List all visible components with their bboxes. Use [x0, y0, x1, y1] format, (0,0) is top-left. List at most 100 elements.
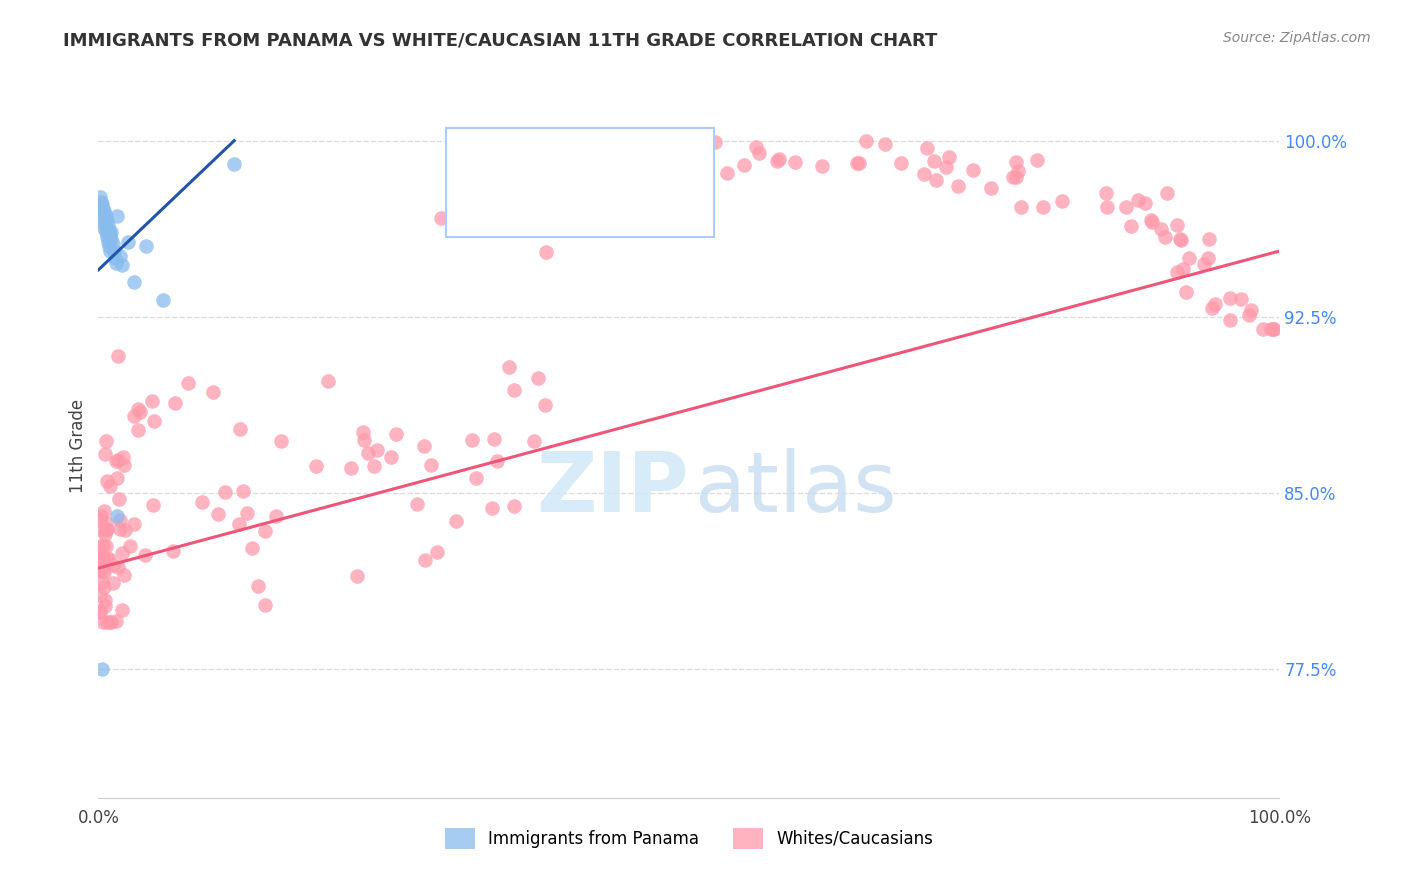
Bar	[454, 192, 481, 227]
Point	[108, 513, 131, 527]
Point	[93, 204, 115, 219]
Point	[93, 220, 115, 235]
Point	[270, 434, 292, 449]
Point	[1168, 232, 1191, 246]
Point	[236, 506, 259, 520]
Point	[668, 172, 690, 186]
Point	[254, 524, 277, 538]
Text: 0.357: 0.357	[530, 150, 582, 168]
Point	[1139, 212, 1161, 227]
Point	[152, 293, 174, 308]
Point	[134, 549, 156, 563]
Point	[1173, 262, 1195, 277]
Point	[602, 203, 624, 218]
Point	[108, 491, 131, 506]
Point	[91, 211, 114, 226]
Point	[89, 558, 111, 573]
Point	[104, 251, 127, 265]
Point	[1204, 297, 1226, 311]
Point	[450, 210, 472, 224]
Point	[550, 178, 572, 193]
Point	[915, 141, 938, 155]
Point	[588, 169, 610, 183]
Point	[98, 551, 121, 566]
Point	[1032, 201, 1054, 215]
Point	[380, 450, 402, 465]
Point	[481, 501, 503, 516]
Point	[704, 135, 727, 149]
Point	[120, 539, 142, 553]
Point	[316, 374, 339, 388]
Point	[406, 497, 429, 511]
Point	[980, 181, 1002, 195]
Point	[111, 258, 134, 272]
Point	[141, 393, 163, 408]
Point	[111, 603, 134, 617]
Point	[339, 461, 361, 475]
Point	[430, 211, 453, 225]
Point	[228, 517, 250, 532]
Point	[201, 385, 224, 400]
Point	[1174, 285, 1197, 299]
Point	[105, 256, 128, 270]
Point	[142, 498, 165, 512]
Point	[305, 458, 328, 473]
Point	[162, 544, 184, 558]
Point	[1154, 230, 1177, 244]
Point	[1095, 186, 1118, 200]
Point	[498, 359, 520, 374]
Point	[91, 662, 114, 676]
Point	[426, 545, 449, 559]
Point	[90, 509, 112, 524]
Point	[890, 156, 912, 170]
Point	[1219, 313, 1241, 327]
Point	[484, 432, 506, 446]
Point	[1005, 170, 1028, 185]
Point	[352, 425, 374, 439]
Point	[93, 566, 115, 580]
Point	[1230, 292, 1253, 306]
Point	[1237, 308, 1260, 322]
Point	[91, 202, 114, 216]
Point	[1010, 200, 1032, 214]
Point	[595, 169, 617, 184]
Point	[96, 539, 118, 553]
Point	[748, 145, 770, 160]
Bar	[454, 141, 481, 176]
Point	[91, 615, 114, 630]
Point	[678, 173, 700, 187]
Point	[100, 615, 122, 630]
Point	[581, 198, 603, 212]
Point	[688, 179, 710, 194]
Point	[112, 568, 135, 582]
Point	[648, 172, 671, 186]
Text: ZIP: ZIP	[537, 448, 689, 529]
Point	[207, 507, 229, 521]
Point	[224, 157, 246, 171]
Point	[848, 156, 870, 170]
Legend: Immigrants from Panama, Whites/Caucasians: Immigrants from Panama, Whites/Caucasian…	[437, 820, 941, 857]
Point	[93, 538, 115, 552]
Point	[91, 575, 114, 590]
Point	[107, 349, 129, 363]
Point	[98, 615, 121, 630]
Point	[128, 401, 150, 416]
Point	[142, 414, 165, 428]
Point	[108, 249, 131, 263]
Point	[1201, 301, 1223, 316]
Point	[96, 522, 118, 536]
Point	[449, 219, 471, 233]
Point	[104, 614, 127, 628]
Point	[89, 548, 111, 562]
Point	[925, 173, 948, 187]
Point	[1178, 251, 1201, 265]
Point	[177, 376, 200, 390]
Point	[596, 189, 619, 203]
Y-axis label: 11th Grade: 11th Grade	[69, 399, 87, 493]
Point	[94, 447, 117, 461]
Point	[526, 214, 548, 228]
Point	[89, 605, 111, 619]
Point	[112, 458, 135, 472]
Point	[465, 471, 488, 485]
Point	[506, 194, 529, 209]
